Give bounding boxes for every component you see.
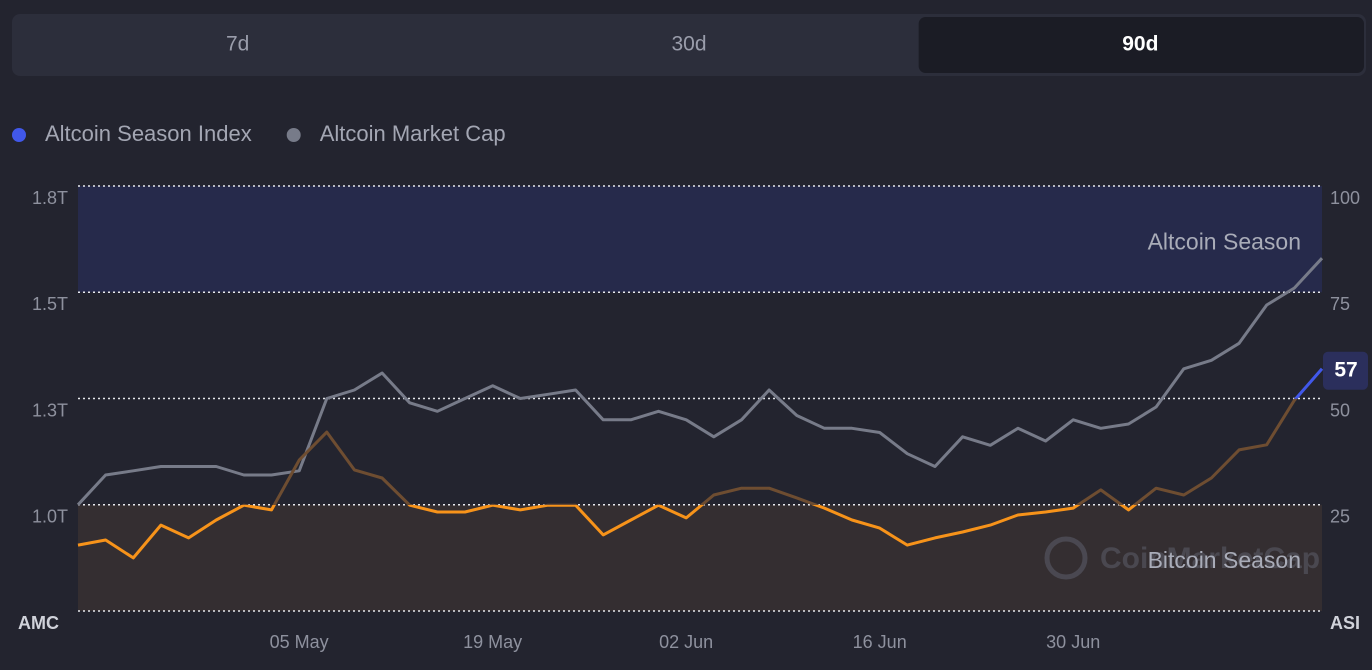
y-tick-label: 1.0T [32,507,68,527]
x-tick-label: 05 May [270,632,329,652]
watermark: CoinMarketCap [1100,542,1320,575]
season-band [78,504,1322,611]
y-axis-title: AMC [18,613,59,633]
y-tick-label: 1.5T [32,294,68,314]
x-tick-label: 30 Jun [1046,632,1100,652]
tab-label[interactable]: 7d [226,33,249,56]
value-badge [1323,351,1368,390]
tab-label[interactable]: 30d [671,33,706,56]
y2-tick-label: 75 [1330,294,1350,314]
active-tab[interactable] [918,17,1364,73]
y2-tick-label: 25 [1330,507,1350,527]
series-line [76,257,1324,506]
band-label: Altcoin Season [1148,228,1301,254]
band-label: Bitcoin Season [1148,547,1301,573]
watermark-logo [1044,536,1088,580]
season-band [78,186,1322,293]
y2-axis-title: ASI [1330,613,1360,633]
tab-label[interactable]: 90d [1122,33,1158,56]
y2-tick-label: 50 [1330,400,1350,420]
legend-marker [286,128,301,142]
series-line [77,367,1324,560]
legend-label: Altcoin Market Cap [320,121,506,146]
legend-marker [12,128,26,142]
y2-tick-label: 100 [1330,188,1360,208]
x-tick-label: 19 May [463,632,522,652]
x-tick-label: 02 Jun [659,632,713,652]
value-badge-label: 57 [1334,358,1357,381]
y-tick-label: 1.3T [32,400,68,420]
y-tick-label: 1.8T [32,188,68,208]
legend-label: Altcoin Season Index [45,121,252,146]
x-tick-label: 16 Jun [853,632,907,652]
